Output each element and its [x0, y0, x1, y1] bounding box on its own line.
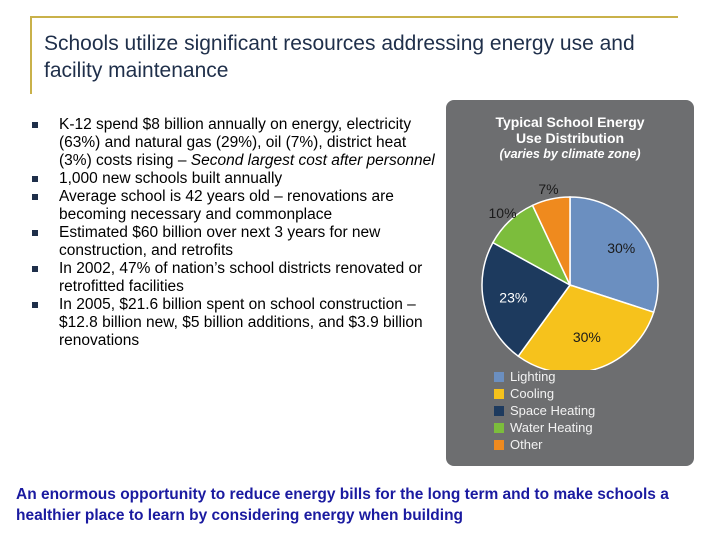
- chart-legend: Lighting Cooling Space Heating Water Heatin…: [494, 368, 595, 453]
- legend-label: Water Heating: [510, 420, 593, 435]
- bullet-text: K-12 spend $8 billion annually on energy…: [59, 116, 412, 169]
- legend-swatch: [494, 440, 504, 450]
- bullet-item: In 2005, $21.6 billion spent on school c…: [30, 296, 440, 350]
- legend-item-cooling: Cooling: [494, 385, 595, 402]
- bullet-square-icon: [32, 302, 38, 308]
- pie-label-other: 7%: [538, 181, 558, 197]
- legend-label: Lighting: [510, 369, 556, 384]
- pie-slice-lighting: [569, 196, 659, 314]
- title-frame-left: [30, 16, 32, 94]
- bullet-item: Estimated $60 billion over next 3 years …: [30, 224, 440, 260]
- bullet-item: K-12 spend $8 billion annually on energy…: [30, 116, 440, 170]
- legend-label: Other: [510, 437, 543, 452]
- chart-title-block: Typical School Energy Use Distribution (…: [446, 114, 694, 162]
- page-title: Schools utilize significant resources ad…: [44, 32, 635, 82]
- bullet-text: Estimated $60 billion over next 3 years …: [59, 224, 381, 259]
- pie-slice-other: [531, 196, 571, 286]
- bullet-text: Average school is 42 years old – renovat…: [59, 188, 394, 223]
- legend-item-space-heating: Space Heating: [494, 402, 595, 419]
- chart-subtitle: (varies by climate zone): [499, 147, 641, 161]
- pie-label-water-heating: 10%: [489, 205, 517, 221]
- bullet-text: In 2005, $21.6 billion spent on school c…: [59, 296, 423, 349]
- pie-label-lighting: 30%: [607, 240, 635, 256]
- bullet-list: K-12 spend $8 billion annually on energy…: [30, 116, 440, 350]
- bullet-item: In 2002, 47% of nation’s school district…: [30, 260, 440, 296]
- bullet-text: In 2002, 47% of nation’s school district…: [59, 260, 423, 295]
- chart-title: Typical School Energy Use Distribution: [495, 114, 645, 146]
- bullet-square-icon: [32, 194, 38, 200]
- energy-chart-panel: Typical School Energy Use Distribution (…: [446, 100, 694, 466]
- pie-label-cooling: 30%: [573, 329, 601, 345]
- legend-swatch: [494, 389, 504, 399]
- footer-statement: An enormous opportunity to reduce energy…: [16, 486, 669, 524]
- bullet-item: Average school is 42 years old – renovat…: [30, 188, 440, 224]
- legend-item-water-heating: Water Heating: [494, 419, 595, 436]
- bullet-square-icon: [32, 176, 38, 182]
- bullet-text: 1,000 new schools built annually: [59, 170, 283, 187]
- legend-item-lighting: Lighting: [494, 368, 595, 385]
- legend-item-other: Other: [494, 436, 595, 453]
- legend-label: Cooling: [510, 386, 555, 401]
- title-frame-top: [30, 16, 678, 18]
- legend-swatch: [494, 406, 504, 416]
- legend-swatch: [494, 372, 504, 382]
- bullet-emphasis: Second largest cost after personnel: [190, 152, 435, 169]
- legend-swatch: [494, 423, 504, 433]
- pie-label-space-heating: 23%: [499, 290, 527, 306]
- bullet-item: 1,000 new schools built annually: [30, 170, 440, 188]
- pie-slice-space-heating: [481, 241, 572, 358]
- pie-slice-cooling: [517, 284, 655, 370]
- bullet-square-icon: [32, 122, 38, 128]
- bullet-square-icon: [32, 266, 38, 272]
- legend-label: Space Heating: [510, 403, 596, 418]
- pie-chart: 30% 30% 23% 10% 7%: [481, 181, 659, 370]
- bullet-square-icon: [32, 230, 38, 236]
